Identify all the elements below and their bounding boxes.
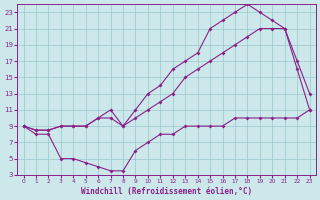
X-axis label: Windchill (Refroidissement éolien,°C): Windchill (Refroidissement éolien,°C) <box>81 187 252 196</box>
